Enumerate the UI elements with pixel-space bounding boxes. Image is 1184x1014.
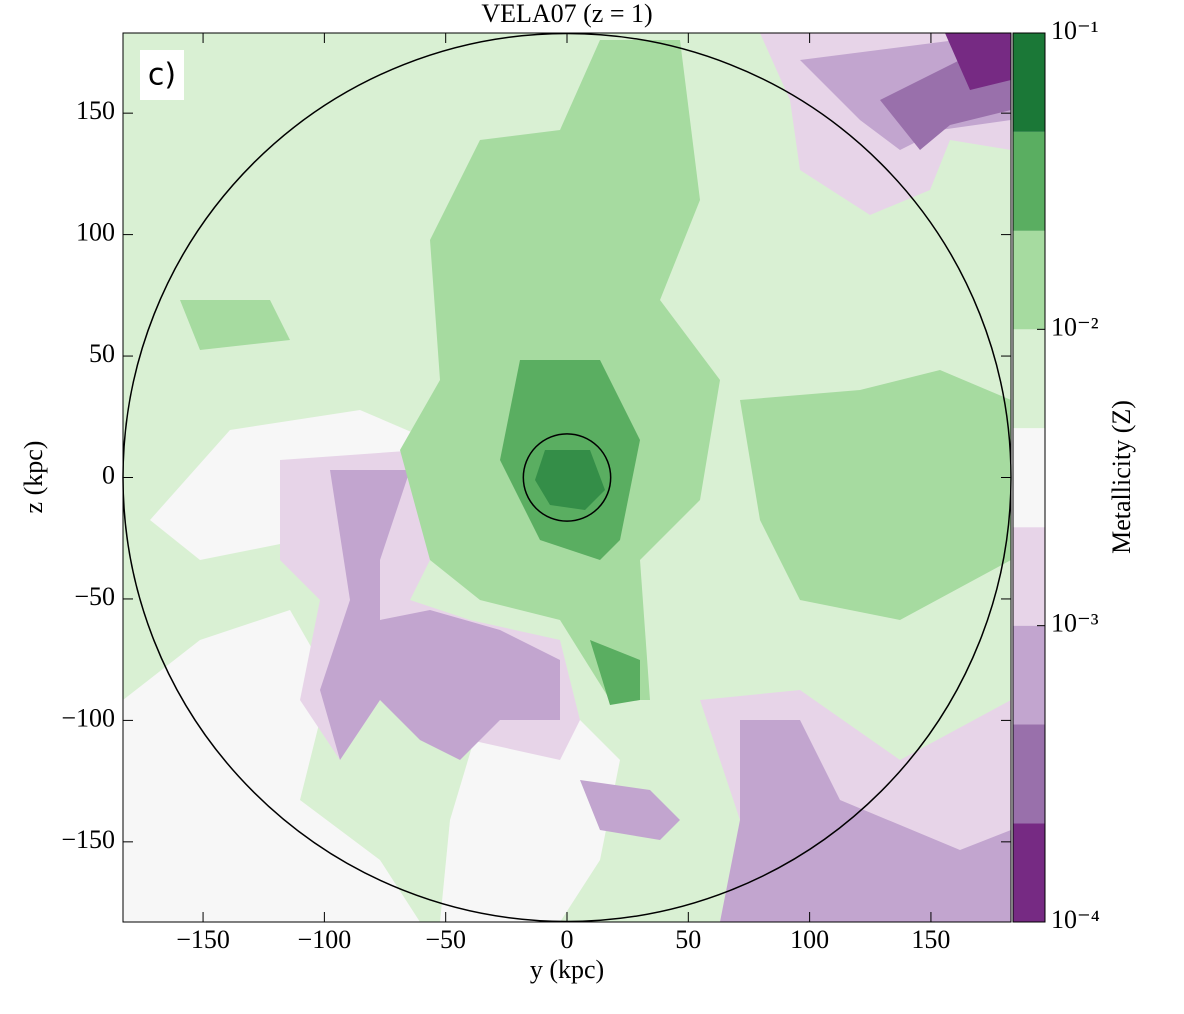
x-tick-label: −150 <box>176 925 230 954</box>
panel-label-box <box>140 50 184 100</box>
y-tick-label: 50 <box>89 339 115 368</box>
y-tick-label: −150 <box>61 825 115 854</box>
colorbar-tick-label: 10⁻³ <box>1051 609 1099 638</box>
radius-circle <box>522 433 612 522</box>
colorbar-label: Metallicity (Z) <box>1107 400 1136 554</box>
map <box>123 33 1011 922</box>
y-tick-label: 0 <box>102 460 115 489</box>
map-region <box>720 720 1011 922</box>
colorbar-segment <box>1013 230 1045 330</box>
map-region <box>590 640 640 705</box>
colorbar-segment <box>1013 428 1045 528</box>
colorbar-segment <box>1013 527 1045 626</box>
colorbar-segment <box>1013 33 1045 132</box>
map-region <box>535 450 605 510</box>
x-tick-label: 150 <box>911 925 950 954</box>
map-region <box>320 470 560 760</box>
map-region <box>440 700 620 922</box>
radius-circle <box>122 32 1012 923</box>
x-tick-label: −50 <box>425 925 466 954</box>
colorbar-segment <box>1013 823 1045 922</box>
colorbar-segment <box>1013 131 1045 231</box>
x-tick-label: 50 <box>675 925 701 954</box>
colorbar-segment <box>1013 724 1045 824</box>
x-axis-label: y (kpc) <box>530 955 604 984</box>
colorbar-tick-label: 10⁻² <box>1051 312 1099 341</box>
map-region <box>740 370 1011 620</box>
colorbar-frame <box>1012 32 1046 923</box>
y-tick-label: −100 <box>61 703 115 732</box>
x-tick-label: 100 <box>790 925 829 954</box>
y-tick-label: −50 <box>74 582 115 611</box>
x-tick-label: −100 <box>298 925 352 954</box>
map-region <box>123 610 420 922</box>
x-tick-label: 0 <box>561 925 574 954</box>
map-region <box>180 300 290 350</box>
map-region <box>580 780 680 840</box>
colorbar-tick-label: 10⁻⁴ <box>1051 905 1100 934</box>
chart-title: VELA07 (z = 1) <box>481 0 652 28</box>
colorbar-segment <box>1013 329 1045 429</box>
map-region <box>945 33 1011 90</box>
y-tick-label: 150 <box>76 96 115 125</box>
colorbar-tick-label: 10⁻¹ <box>1051 16 1099 45</box>
colorbar-segment <box>1013 625 1045 725</box>
y-tick-label: 100 <box>76 218 115 247</box>
panel-label: c) <box>148 58 176 93</box>
y-axis-label: z (kpc) <box>19 441 48 514</box>
